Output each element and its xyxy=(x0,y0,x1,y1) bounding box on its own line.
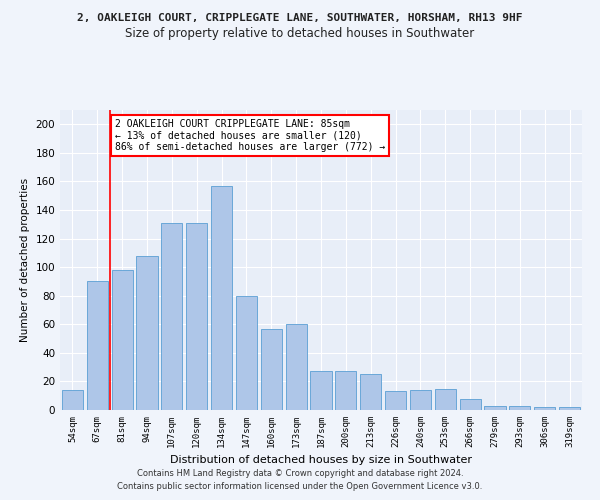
Text: 2, OAKLEIGH COURT, CRIPPLEGATE LANE, SOUTHWATER, HORSHAM, RH13 9HF: 2, OAKLEIGH COURT, CRIPPLEGATE LANE, SOU… xyxy=(77,12,523,22)
Bar xyxy=(211,186,232,410)
Bar xyxy=(559,407,580,410)
Bar xyxy=(509,406,530,410)
Bar xyxy=(410,390,431,410)
Bar xyxy=(460,398,481,410)
Bar xyxy=(435,388,456,410)
Text: Contains HM Land Registry data © Crown copyright and database right 2024.: Contains HM Land Registry data © Crown c… xyxy=(137,468,463,477)
Bar xyxy=(385,392,406,410)
Text: Size of property relative to detached houses in Southwater: Size of property relative to detached ho… xyxy=(125,28,475,40)
Y-axis label: Number of detached properties: Number of detached properties xyxy=(20,178,30,342)
Bar xyxy=(112,270,133,410)
Bar xyxy=(360,374,381,410)
Bar xyxy=(261,328,282,410)
Bar xyxy=(236,296,257,410)
Bar xyxy=(62,390,83,410)
Bar xyxy=(161,223,182,410)
Bar xyxy=(87,282,108,410)
Bar xyxy=(136,256,158,410)
Bar xyxy=(335,372,356,410)
Text: 2 OAKLEIGH COURT CRIPPLEGATE LANE: 85sqm
← 13% of detached houses are smaller (1: 2 OAKLEIGH COURT CRIPPLEGATE LANE: 85sqm… xyxy=(115,118,385,152)
Bar xyxy=(484,406,506,410)
Bar xyxy=(286,324,307,410)
Bar xyxy=(534,407,555,410)
Bar xyxy=(310,372,332,410)
X-axis label: Distribution of detached houses by size in Southwater: Distribution of detached houses by size … xyxy=(170,456,472,466)
Bar xyxy=(186,223,207,410)
Text: Contains public sector information licensed under the Open Government Licence v3: Contains public sector information licen… xyxy=(118,482,482,491)
